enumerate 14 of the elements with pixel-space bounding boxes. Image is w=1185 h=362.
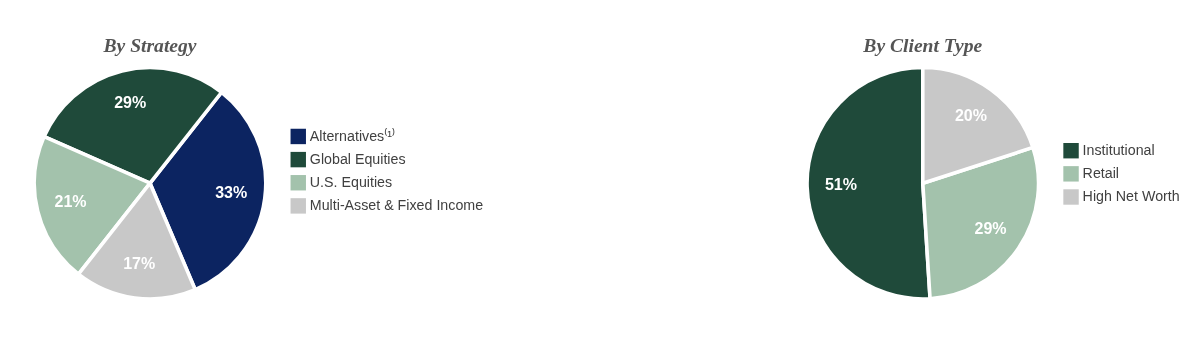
data-label: 51% xyxy=(824,175,857,194)
chart-title: By Client Type xyxy=(862,35,983,57)
data-label: 29% xyxy=(114,93,147,112)
legend-label: Alternatives⁽¹⁾ xyxy=(309,127,395,144)
data-label: 21% xyxy=(54,192,87,211)
data-label: 29% xyxy=(974,218,1007,237)
legend-label: U.S. Equities xyxy=(309,174,393,191)
legend-label: Global Equities xyxy=(309,151,406,168)
legend-label: Retail xyxy=(1082,165,1120,182)
data-label: 33% xyxy=(215,183,248,202)
chart-title: By Strategy xyxy=(102,35,197,57)
legend-label: Multi-Asset & Fixed Income xyxy=(309,197,484,214)
legend-label: High Net Worth xyxy=(1082,188,1180,205)
legend-label: Institutional xyxy=(1082,142,1155,159)
